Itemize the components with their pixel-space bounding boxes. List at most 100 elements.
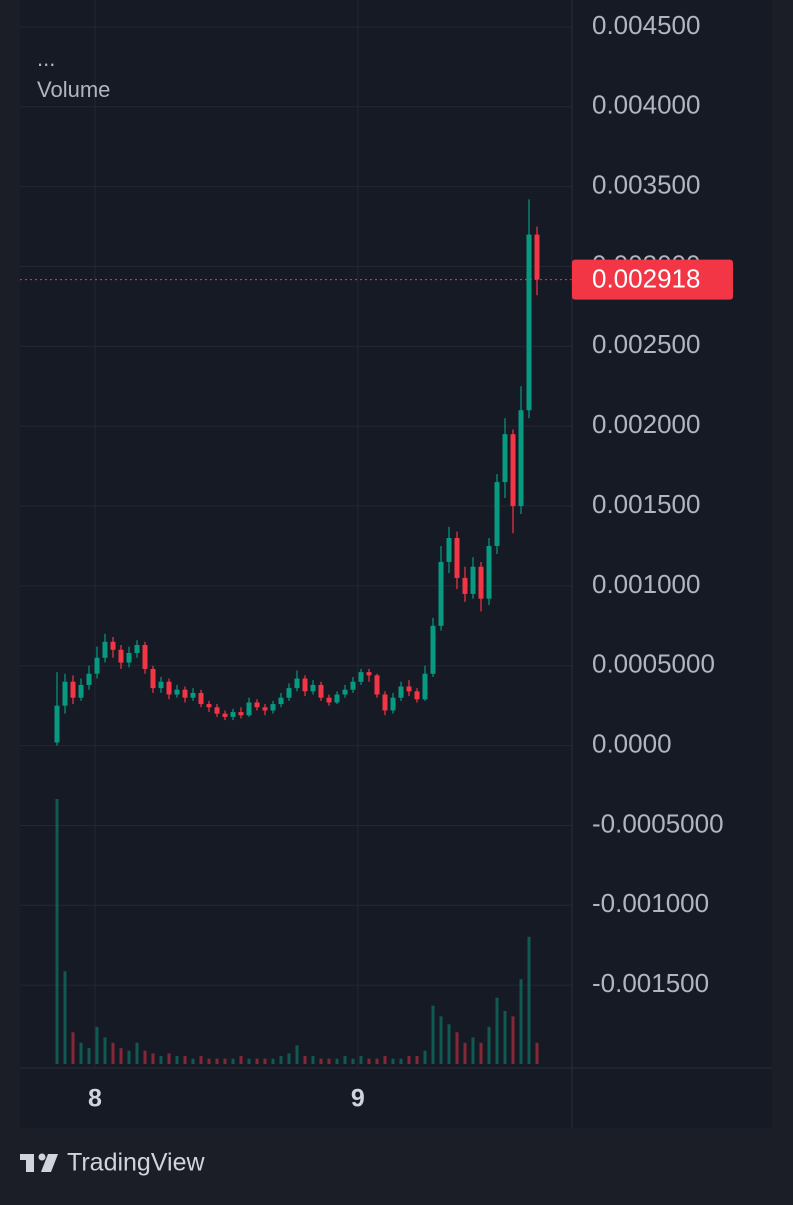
volume-bar — [479, 1042, 483, 1064]
volume-bar — [311, 1056, 315, 1064]
candle-body — [510, 434, 516, 507]
candle-body — [110, 641, 116, 650]
candle-body — [190, 692, 196, 698]
volume-bar — [319, 1058, 323, 1064]
y-tick-label: 0.0000 — [592, 728, 672, 758]
axis-layer: 0.0045000.0040000.0035000.0030000.002500… — [88, 10, 733, 1113]
volume-bar — [199, 1056, 203, 1064]
volume-bar — [263, 1058, 267, 1064]
candle-body — [166, 681, 172, 695]
volume-bar — [447, 1024, 451, 1064]
volume-bar — [183, 1056, 187, 1064]
candle-body — [454, 537, 460, 578]
candle-body — [254, 702, 260, 708]
y-tick-label: 0.001500 — [592, 489, 700, 519]
candle-body — [390, 697, 396, 711]
candle-body — [318, 684, 324, 698]
volume-bar — [79, 1042, 83, 1064]
candle-body — [414, 691, 420, 700]
candle-body — [398, 686, 404, 698]
candle-body — [334, 694, 340, 703]
candle-body — [102, 641, 108, 658]
volume-bar — [367, 1058, 371, 1064]
candle-body — [214, 707, 220, 714]
volume-bar — [191, 1058, 195, 1064]
volume-bar — [407, 1056, 411, 1064]
candle-body — [422, 673, 428, 700]
volume-bar — [111, 1042, 115, 1064]
candle-body — [230, 712, 236, 717]
candle-body — [78, 684, 84, 698]
chart-pane — [20, 0, 772, 1128]
candle-body — [446, 537, 452, 562]
candle-body — [406, 686, 412, 692]
volume-bar — [287, 1053, 291, 1064]
volume-bar — [135, 1042, 139, 1064]
volume-label: Volume — [37, 77, 110, 102]
volume-bar — [351, 1058, 355, 1064]
candle-body — [278, 697, 284, 705]
last-price-label: 0.002918 — [592, 263, 700, 293]
candle-body — [350, 681, 356, 690]
volume-bar — [375, 1058, 379, 1064]
candle-body — [70, 681, 76, 698]
candle-body — [486, 545, 492, 599]
volume-bar — [527, 936, 531, 1064]
candle-body — [174, 689, 180, 695]
candle-body — [470, 566, 476, 594]
candle-body — [158, 681, 164, 689]
volume-bar — [175, 1056, 179, 1064]
brand-logo — [20, 1153, 58, 1172]
y-tick-label: -0.001500 — [592, 968, 709, 998]
candle-body — [494, 482, 500, 546]
last-price-badge — [572, 259, 733, 300]
candle-body — [182, 689, 188, 698]
candle-body — [382, 694, 388, 711]
volume-bar — [223, 1058, 227, 1064]
candle-body — [438, 561, 444, 626]
candle-body — [94, 657, 100, 674]
volume-bar — [327, 1058, 331, 1064]
volume-bar — [119, 1048, 123, 1064]
volume-bar — [271, 1058, 275, 1064]
volume-bar — [207, 1058, 211, 1064]
y-tick-label: 0.002500 — [592, 329, 700, 359]
legend-title: ... — [37, 46, 55, 71]
volume-bar — [143, 1050, 147, 1064]
candle-body — [270, 704, 276, 711]
candle-body — [246, 702, 252, 716]
candle-body — [430, 625, 436, 674]
candle-body — [238, 712, 244, 716]
volume-bar — [471, 1037, 475, 1064]
volume-bar — [95, 1026, 99, 1064]
candle-body — [54, 705, 60, 743]
candle-body — [118, 649, 124, 663]
candle-body — [342, 689, 348, 695]
volume-bar — [255, 1058, 259, 1064]
candle-body — [462, 577, 468, 594]
volume-bar — [391, 1058, 395, 1064]
candle-layer — [20, 199, 572, 746]
candle-body — [518, 410, 524, 507]
volume-bar — [335, 1058, 339, 1064]
volume-bar — [415, 1056, 419, 1064]
volume-bar — [103, 1037, 107, 1064]
y-tick-label: -0.001000 — [592, 888, 709, 918]
volume-bar — [359, 1056, 363, 1064]
volume-bar — [151, 1053, 155, 1064]
volume-bar — [343, 1056, 347, 1064]
volume-bar — [87, 1048, 91, 1064]
candle-body — [374, 675, 380, 695]
volume-bar — [503, 1011, 507, 1064]
candle-body — [302, 678, 308, 692]
volume-bar — [127, 1050, 131, 1064]
candle-body — [358, 672, 364, 682]
y-tick-label: 0.004000 — [592, 90, 700, 120]
candle-body — [294, 678, 300, 689]
volume-bar — [55, 799, 59, 1064]
y-tick-label: 0.001000 — [592, 569, 700, 599]
volume-bar — [399, 1058, 403, 1064]
volume-bar — [487, 1026, 491, 1064]
volume-bar — [295, 1045, 299, 1064]
